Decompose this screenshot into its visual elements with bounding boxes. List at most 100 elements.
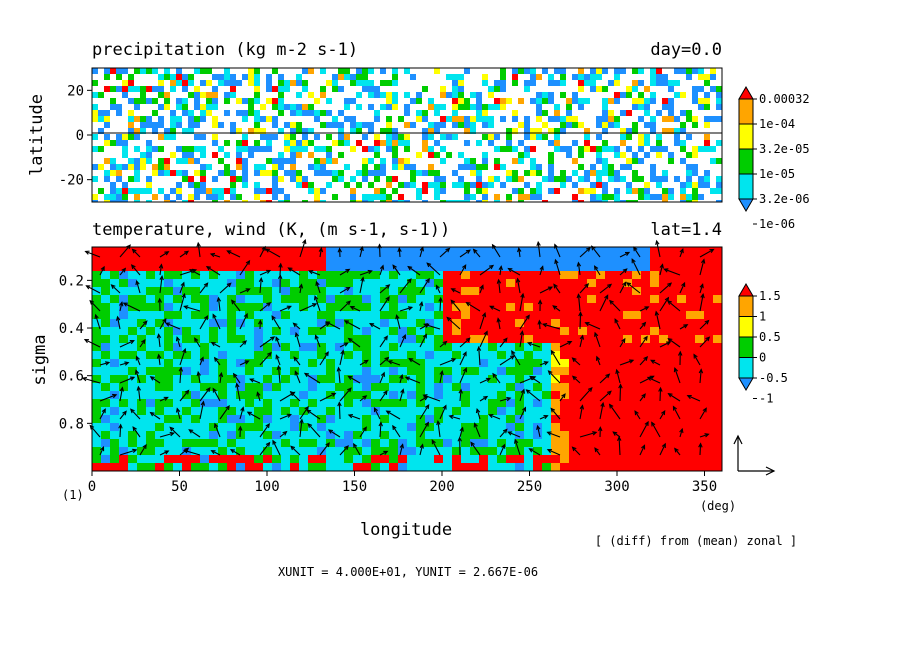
temp-cell xyxy=(623,295,632,303)
wind-vector xyxy=(499,444,506,456)
precip-cell xyxy=(230,128,236,134)
wind-vector xyxy=(392,425,401,438)
wind-vector xyxy=(466,302,481,312)
temp-cell xyxy=(308,391,317,399)
temp-cell xyxy=(380,399,389,407)
temp-cell xyxy=(371,287,380,295)
wind-vector xyxy=(479,265,494,276)
temp-cell xyxy=(218,295,227,303)
wind-vector xyxy=(359,426,367,438)
temp-cell xyxy=(398,271,407,279)
wind-vector-head xyxy=(336,366,342,372)
temp-colorbar-label: 1.5 xyxy=(759,289,781,303)
temp-cell xyxy=(398,335,407,343)
wind-vector xyxy=(159,276,163,294)
temp-cell xyxy=(650,415,659,423)
temp-cell xyxy=(434,351,443,359)
precip-cell xyxy=(656,152,662,158)
temp-cell xyxy=(92,247,101,255)
temp-cell xyxy=(416,367,425,375)
temp-cell xyxy=(389,279,398,287)
precip-cell xyxy=(512,74,518,80)
wind-vector-head xyxy=(282,430,288,436)
temp-cell xyxy=(614,359,623,367)
temp-cell xyxy=(290,351,299,359)
precip-cell xyxy=(350,128,356,134)
precip-cell xyxy=(584,176,590,182)
wind-vector-head xyxy=(257,319,263,325)
wind-vector xyxy=(539,415,548,420)
temp-cell xyxy=(92,463,101,471)
temp-cell xyxy=(326,455,335,463)
precip-cell xyxy=(374,140,380,146)
temp-cell xyxy=(344,407,353,415)
wind-vector xyxy=(476,408,481,420)
precip-cell xyxy=(212,86,218,92)
temp-cell xyxy=(695,463,704,471)
precip-cell xyxy=(494,158,500,164)
temp-cell xyxy=(506,383,515,391)
wind-vector-head xyxy=(521,406,527,412)
temp-cell xyxy=(227,343,236,351)
temp-cell xyxy=(227,407,236,415)
wind-vector-head xyxy=(135,355,140,361)
temp-cell xyxy=(137,247,146,255)
temp-cell xyxy=(218,399,227,407)
wind-vector-head xyxy=(132,426,137,432)
wind-vector xyxy=(619,338,626,348)
wind-vector xyxy=(359,270,372,276)
temp-cell xyxy=(371,255,380,263)
precip-cell xyxy=(248,104,254,110)
temp-cell xyxy=(542,375,551,383)
precip-cell xyxy=(476,110,482,116)
precip-cell xyxy=(176,182,182,188)
precip-cell xyxy=(560,146,566,152)
wind-vector xyxy=(399,306,413,312)
wind-vector xyxy=(353,443,361,456)
wind-vector-head xyxy=(266,269,272,274)
precip-cell xyxy=(554,128,560,134)
temp-cell xyxy=(623,383,632,391)
precip-cell xyxy=(290,158,296,164)
wind-vector-head xyxy=(507,431,513,436)
temp-cell xyxy=(281,391,290,399)
temp-cell xyxy=(596,375,605,383)
precip-cell xyxy=(164,194,170,200)
temp-cell xyxy=(389,351,398,359)
temp-cell xyxy=(461,311,470,319)
precip-cell xyxy=(122,80,128,86)
precip-cell xyxy=(338,122,344,128)
temp-cell xyxy=(506,255,515,263)
precip-cell xyxy=(170,152,176,158)
precip-cell xyxy=(500,74,506,80)
wind-vector xyxy=(139,444,147,456)
precip-cell xyxy=(674,68,680,74)
temp-cell xyxy=(371,311,380,319)
temp-cell xyxy=(623,287,632,295)
precip-cell xyxy=(494,104,500,110)
wind-vector-head xyxy=(385,410,391,415)
wind-vector-head xyxy=(450,288,456,293)
precip-cell xyxy=(494,164,500,170)
precip-cell xyxy=(500,116,506,122)
precip-cell xyxy=(626,164,632,170)
wind-vector xyxy=(339,342,348,348)
precip-cell xyxy=(290,122,296,128)
temp-cell xyxy=(569,343,578,351)
precip-cell xyxy=(614,92,620,98)
precip-cell xyxy=(386,182,392,188)
precip-cell xyxy=(644,182,650,188)
precip-cell xyxy=(248,68,254,74)
temp-cell xyxy=(470,383,479,391)
temp-cell xyxy=(101,271,110,279)
temp-cell xyxy=(380,303,389,311)
precip-cell xyxy=(704,140,710,146)
precip-cell xyxy=(452,110,458,116)
precip-cell xyxy=(650,68,656,74)
temp-cell xyxy=(533,263,542,271)
temp-cell xyxy=(650,439,659,447)
temp-cell xyxy=(713,399,722,407)
temp-cell xyxy=(551,335,560,343)
temp-cell xyxy=(506,415,515,423)
precip-cell xyxy=(158,80,164,86)
